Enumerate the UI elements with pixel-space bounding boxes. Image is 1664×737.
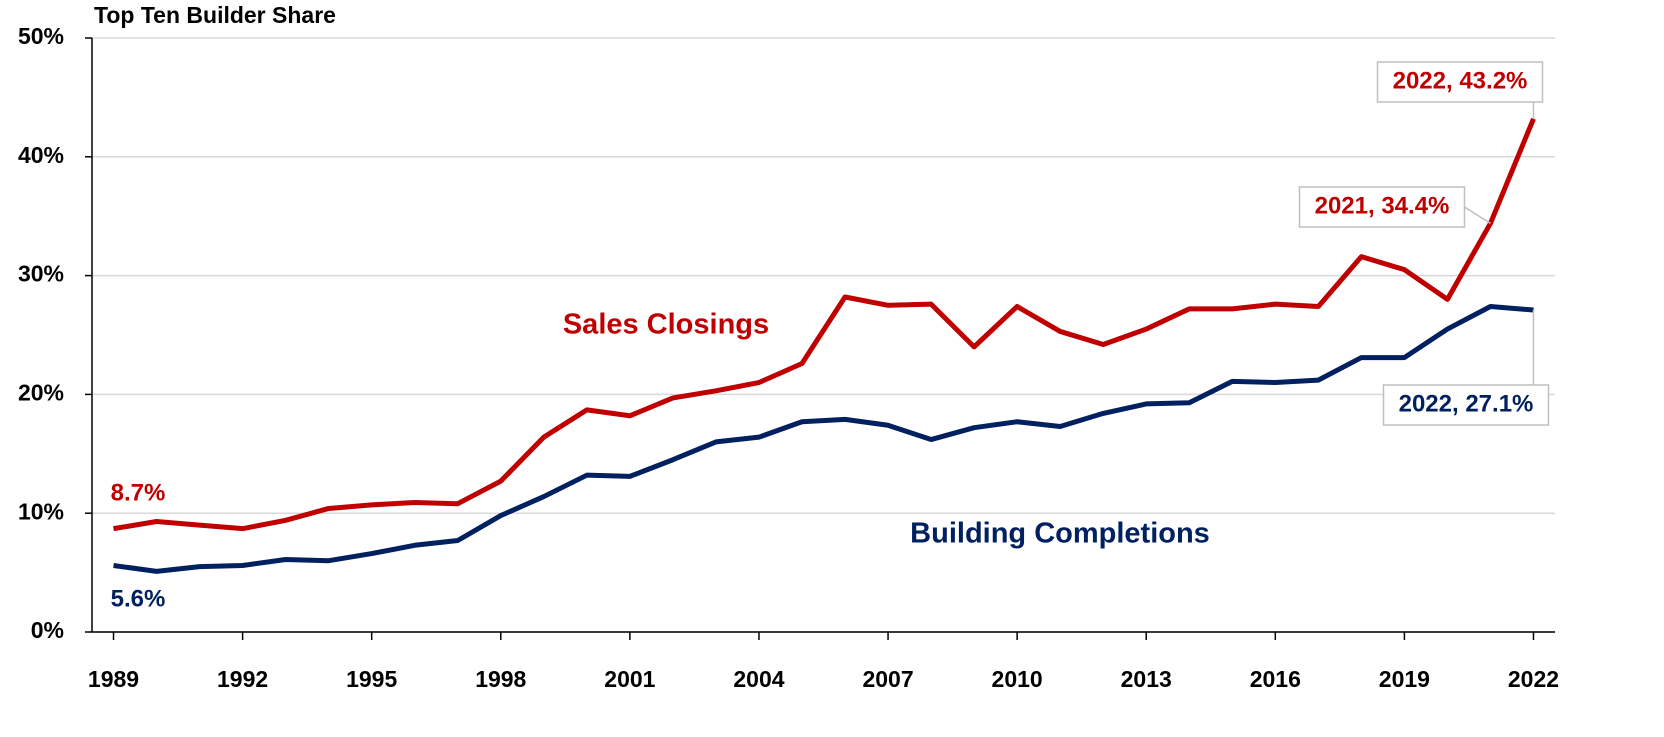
x-tick-label: 1998 [475,666,526,692]
x-tick-label: 2001 [604,666,655,692]
x-tick-label: 2007 [862,666,913,692]
data-label: 2022, 27.1% [1399,390,1534,417]
leader-line [1464,206,1491,224]
x-tick-label: 1992 [217,666,268,692]
data-label: 2022, 43.2% [1393,67,1528,94]
data-label: 5.6% [111,585,166,612]
y-tick-label: 20% [18,379,64,405]
x-tick-label: 2019 [1379,666,1430,692]
x-tick-label: 2016 [1250,666,1301,692]
y-tick-label: 0% [31,617,64,643]
x-tick-label: 1989 [88,666,139,692]
chart-title: Top Ten Builder Share [94,2,336,28]
x-tick-label: 2004 [733,666,784,692]
data-label: 2021, 34.4% [1315,192,1450,219]
y-tick-label: 40% [18,142,64,168]
x-tick-label: 2013 [1121,666,1172,692]
x-tick-label: 1995 [346,666,397,692]
label-box [1376,61,1544,103]
y-tick-label: 50% [18,23,64,49]
series-label: Sales Closings [563,309,769,341]
x-tick-label: 2022 [1508,666,1559,692]
label-box [1382,384,1550,426]
y-tick-label: 30% [18,261,64,287]
label-box [1298,186,1466,228]
series-line [113,117,1536,532]
y-tick-label: 10% [18,498,64,524]
series-line [113,303,1534,574]
data-label: 8.7% [111,479,166,506]
series-label: Building Completions [910,518,1210,550]
x-tick-label: 2010 [992,666,1043,692]
